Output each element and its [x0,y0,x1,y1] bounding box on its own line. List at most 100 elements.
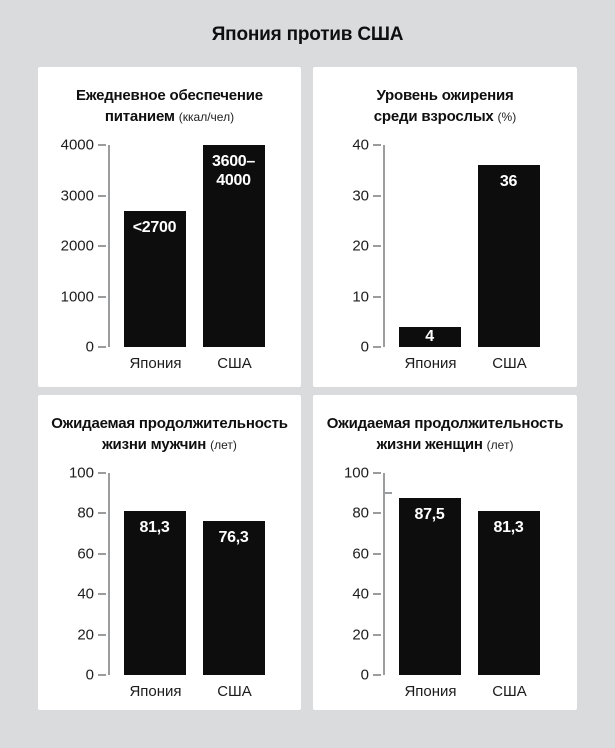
chart-title-line1: Ежедневное обеспечение [76,87,263,104]
y-tick-label: 10 [352,288,369,305]
chart-title-food-supply: Ежедневное обеспечение питанием (ккал/че… [38,85,301,128]
chart-title-unit: (лет) [486,438,514,452]
x-category-label: США [492,683,527,700]
bars-group: 4 36 [385,145,553,347]
y-tick-label: 20 [352,237,369,255]
chart-title-life-expectancy-women: Ожидаемая продолжительность жизни женщин… [313,413,577,456]
y-tick-label: 100 [68,464,94,482]
y-tick-label: 1000 [60,288,94,305]
y-tick-label: 40 [77,585,94,603]
chart-title-line2: жизни женщин [376,436,483,453]
y-axis-tick [98,633,106,636]
bar-value-label: 36 [499,173,518,191]
bar-сша: 81,3 [477,510,540,675]
chart-title-line1: Уровень ожирения [376,87,514,104]
y-axis-tick [373,674,381,676]
y-axis-tick [373,472,381,474]
chart-title-unit: (ккал/чел) [178,110,235,124]
bars-group: 87,5 81,3 [385,473,553,675]
y-tick-label: 40 [352,585,369,603]
y-axis-tick [98,472,106,474]
x-category-label: Япония [404,683,457,700]
x-category-label: Япония [404,355,457,372]
chart-panel-life-expectancy-women: Ожидаемая продолжительность жизни женщин… [313,395,577,710]
y-tick-label: 3000 [60,187,94,204]
bars-group: 81,3 76,3 [110,473,278,675]
y-axis-minor-tick [383,492,392,495]
bar-сша: 3600– 4000 [202,145,265,347]
bar-япония: 4 [398,326,461,347]
chart-title-line2: среди взрослых [373,108,494,125]
y-axis-tick [373,512,381,515]
y-axis-tick [373,593,381,596]
x-axis-labels: Япония США [385,355,555,372]
bar-value-label: 81,3 [493,518,524,536]
chart-panel-obesity: Уровень ожирения среди взрослых (%) 0 10 2… [313,67,577,387]
y-axis-tick [373,245,381,247]
bar-value-label: 87,5 [414,506,445,524]
y-tick-label: 0 [85,666,94,684]
y-axis-tick [98,295,106,298]
y-tick-label: 80 [77,504,94,522]
x-axis-labels: Япония США [110,355,280,372]
chart-title-unit: (%) [497,110,517,124]
bar-value-label: 76,3 [218,528,249,546]
y-tick-label: 60 [77,545,94,563]
y-axis-tick [373,633,381,636]
y-tick-label: 100 [343,464,369,482]
chart-panel-life-expectancy-men: Ожидаемая продолжительность жизни мужчин… [38,395,301,710]
y-axis-tick [373,346,381,348]
y-axis-tick [98,144,106,146]
bar-value-label: <2700 [132,218,177,236]
y-tick-label: 30 [352,187,369,204]
bar-япония: 81,3 [123,510,186,675]
y-tick-label: 80 [352,504,369,522]
chart-title-line1: Ожидаемая продолжительность [326,415,564,432]
y-axis-tick [373,194,381,197]
plot-area-obesity: 0 10 20 30 40 4 36 [352,137,553,356]
y-axis-tick [98,194,106,197]
y-tick-label: 0 [360,666,369,684]
y-tick-label: 0 [360,338,369,356]
bar-value-label: 81,3 [139,518,170,536]
x-category-label: Япония [129,355,182,372]
chart-panel-food-supply: Ежедневное обеспечение питанием (ккал/че… [38,67,301,387]
plot-area-life-expectancy-men: 0 20 40 60 80 100 81,3 76,3 [69,465,278,684]
plot-area-food-supply: 0 1000 2000 3000 4000 <2700 3600– 4000 [61,137,278,356]
bar-value-label: 3600– 4000 [212,153,255,189]
y-axis-tick [98,674,106,676]
bars-group: <2700 3600– 4000 [110,145,278,347]
y-axis-tick [373,552,381,555]
chart-title-obesity: Уровень ожирения среди взрослых (%) [313,85,577,128]
y-axis-tick [373,295,381,298]
chart-title-unit: (лет) [210,438,237,452]
chart-title-life-expectancy-men: Ожидаемая продолжительность жизни мужчин… [38,413,301,456]
x-category-label: США [217,355,252,372]
bar-япония: <2700 [123,210,186,347]
plot-area-life-expectancy-women: 0 20 40 60 80 100 87,5 81,3 [344,465,553,684]
charts-grid: Ежедневное обеспечение питанием (ккал/че… [38,67,577,710]
x-axis-labels: Япония США [385,683,555,700]
y-axis-tick [98,552,106,555]
bar-сша: 36 [477,165,540,347]
bar-япония: 87,5 [398,498,461,675]
chart-title-line2: жизни мужчин [102,436,207,453]
x-category-label: США [217,683,252,700]
y-axis-tick [373,144,381,146]
bar-value-label: 4 [425,328,434,346]
y-tick-label: 0 [85,338,94,356]
y-axis-tick [98,512,106,515]
bar-сша: 76,3 [202,520,265,675]
x-category-label: США [492,355,527,372]
x-axis-labels: Япония США [110,683,280,700]
y-axis-tick [98,245,106,247]
y-tick-label: 2000 [60,237,94,255]
y-tick-label: 4000 [60,136,94,154]
y-tick-label: 20 [77,626,94,644]
page-title: Япония против США [211,24,404,45]
y-tick-label: 40 [352,136,369,154]
chart-title-line1: Ожидаемая продолжительность [51,415,288,432]
y-tick-label: 60 [352,545,369,563]
x-category-label: Япония [129,683,182,700]
y-axis-tick [98,593,106,596]
